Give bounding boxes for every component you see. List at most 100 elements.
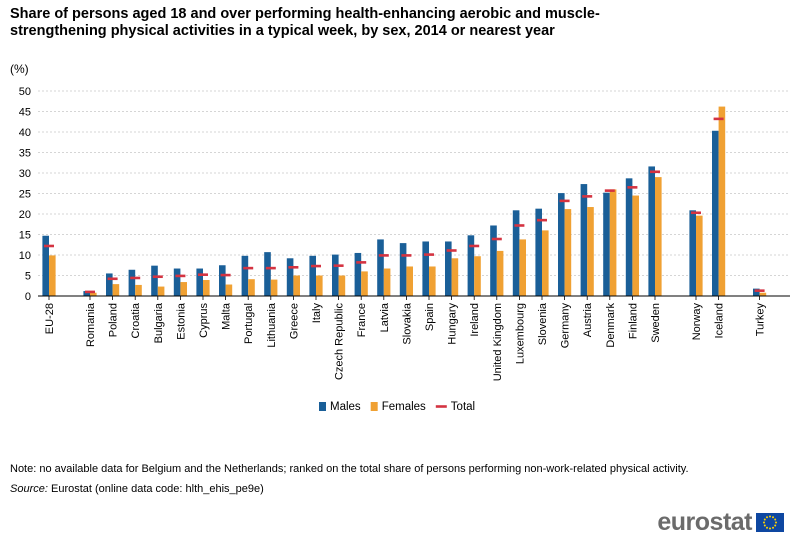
- y-tick-label: 25: [19, 189, 31, 201]
- x-label-lithuania: Lithuania: [266, 302, 278, 348]
- bar-females-cyprus: [203, 280, 210, 296]
- flag-star: [763, 521, 765, 524]
- bar-females-estonia: [180, 282, 187, 296]
- x-label-germany: Germany: [560, 303, 572, 349]
- bar-females-finland: [632, 195, 639, 296]
- y-tick-label: 10: [19, 250, 31, 262]
- x-label-croatia: Croatia: [130, 302, 142, 338]
- x-label-denmark: Denmark: [605, 303, 617, 348]
- source-line: Source: Eurostat (online data code: hlth…: [10, 483, 264, 495]
- x-label-cyprus: Cyprus: [198, 303, 210, 338]
- x-label-iceland: Iceland: [714, 303, 726, 338]
- bar-males-portugal: [241, 255, 249, 296]
- chart-title: Share of persons aged 18 and over perfor…: [10, 6, 600, 39]
- x-label-luxembourg: Luxembourg: [514, 303, 526, 364]
- flag-star: [775, 521, 777, 524]
- x-label-united-kingdom: United Kingdom: [492, 303, 504, 381]
- x-label-portugal: Portugal: [243, 303, 255, 344]
- x-label-sweden: Sweden: [650, 303, 662, 343]
- bar-females-poland: [112, 284, 120, 296]
- x-label-norway: Norway: [691, 303, 703, 341]
- bar-females-germany: [564, 209, 572, 296]
- flag-star: [763, 518, 766, 521]
- x-label-finland: Finland: [627, 303, 639, 339]
- x-label-france: France: [356, 303, 368, 337]
- x-label-hungary: Hungary: [447, 303, 459, 345]
- eurostat-logo: eurostat: [657, 508, 784, 537]
- bar-males-hungary: [445, 241, 452, 296]
- bar-males-spain: [422, 241, 429, 296]
- bar-males-norway: [689, 210, 696, 296]
- y-tick-label: 5: [25, 271, 31, 283]
- source-label: Source:: [10, 483, 48, 495]
- y-tick-label: 0: [25, 291, 31, 303]
- bar-females-lithuania: [270, 279, 278, 296]
- legend-label-males: Males: [330, 401, 361, 413]
- bar-males-sweden: [648, 166, 655, 296]
- bar-females-slovenia: [542, 230, 549, 296]
- x-label-czech-republic: Czech Republic: [334, 303, 346, 381]
- bar-males-czech-republic: [332, 254, 339, 296]
- y-tick-label: 20: [19, 209, 31, 221]
- bar-males-france: [354, 252, 362, 296]
- bar-females-slovakia: [406, 266, 413, 296]
- x-label-eu-28: EU-28: [44, 303, 56, 334]
- bar-females-croatia: [135, 284, 142, 296]
- bar-males-italy: [309, 255, 316, 296]
- bar-males-poland: [106, 273, 113, 296]
- flag-star: [769, 515, 771, 518]
- source-text: Eurostat (online data code: hlth_ehis_pe…: [50, 483, 264, 495]
- bar-females-turkey: [759, 292, 767, 296]
- bar-females-latvia: [383, 268, 391, 296]
- bar-males-latvia: [377, 239, 384, 296]
- y-tick-label: 35: [19, 148, 31, 160]
- bar-females-norway: [696, 215, 703, 296]
- y-tick-label: 50: [19, 86, 31, 98]
- bar-males-united-kingdom: [490, 225, 497, 296]
- bar-females-malta: [225, 284, 233, 296]
- bar-males-turkey: [753, 288, 760, 296]
- bar-females-ireland: [474, 256, 481, 296]
- gridlines: [38, 90, 790, 276]
- bar-males-slovenia: [535, 208, 542, 296]
- eu-flag-icon: [756, 513, 784, 532]
- x-label-greece: Greece: [288, 303, 300, 339]
- flag-star: [772, 526, 774, 529]
- bar-males-bulgaria: [151, 265, 158, 296]
- bar-females-sweden: [655, 177, 662, 296]
- note-text: Note: no available data for Belgium and …: [10, 463, 689, 475]
- y-tick-label: 45: [19, 107, 31, 119]
- bar-females-hungary: [451, 258, 459, 296]
- bar-males-eu-28: [42, 235, 49, 296]
- bar-males-slovakia: [399, 243, 407, 296]
- unit-label: (%): [10, 62, 29, 76]
- bar-males-austria: [580, 184, 588, 296]
- y-tick-label: 40: [19, 127, 31, 139]
- bar-females-eu-28: [49, 255, 56, 296]
- bar-males-lithuania: [264, 252, 271, 296]
- bar-females-bulgaria: [157, 286, 165, 296]
- flag-star: [763, 524, 766, 527]
- axes: [38, 295, 790, 300]
- legend: Males Females Total: [319, 401, 475, 413]
- x-label-turkey: Turkey: [755, 303, 767, 337]
- bar-females-romania: [90, 292, 97, 296]
- x-label-malta: Malta: [221, 302, 233, 330]
- x-label-estonia: Estonia: [175, 302, 187, 340]
- bar-males-romania: [83, 291, 90, 296]
- x-label-ireland: Ireland: [469, 303, 481, 337]
- bar-females-luxembourg: [519, 239, 526, 296]
- flag-star: [766, 526, 768, 529]
- x-label-austria: Austria: [582, 302, 594, 337]
- x-label-slovenia: Slovenia: [537, 302, 549, 345]
- legend-label-total: Total: [451, 401, 475, 413]
- bar-females-czech-republic: [338, 275, 346, 296]
- flag-star: [769, 527, 771, 530]
- bar-males-germany: [558, 193, 565, 296]
- bar-females-portugal: [248, 279, 255, 296]
- y-tick-label: 15: [19, 230, 31, 242]
- x-label-romania: Romania: [85, 302, 97, 347]
- bar-males-estonia: [173, 268, 181, 296]
- bar-females-greece: [293, 275, 300, 296]
- bar-females-austria: [587, 207, 594, 296]
